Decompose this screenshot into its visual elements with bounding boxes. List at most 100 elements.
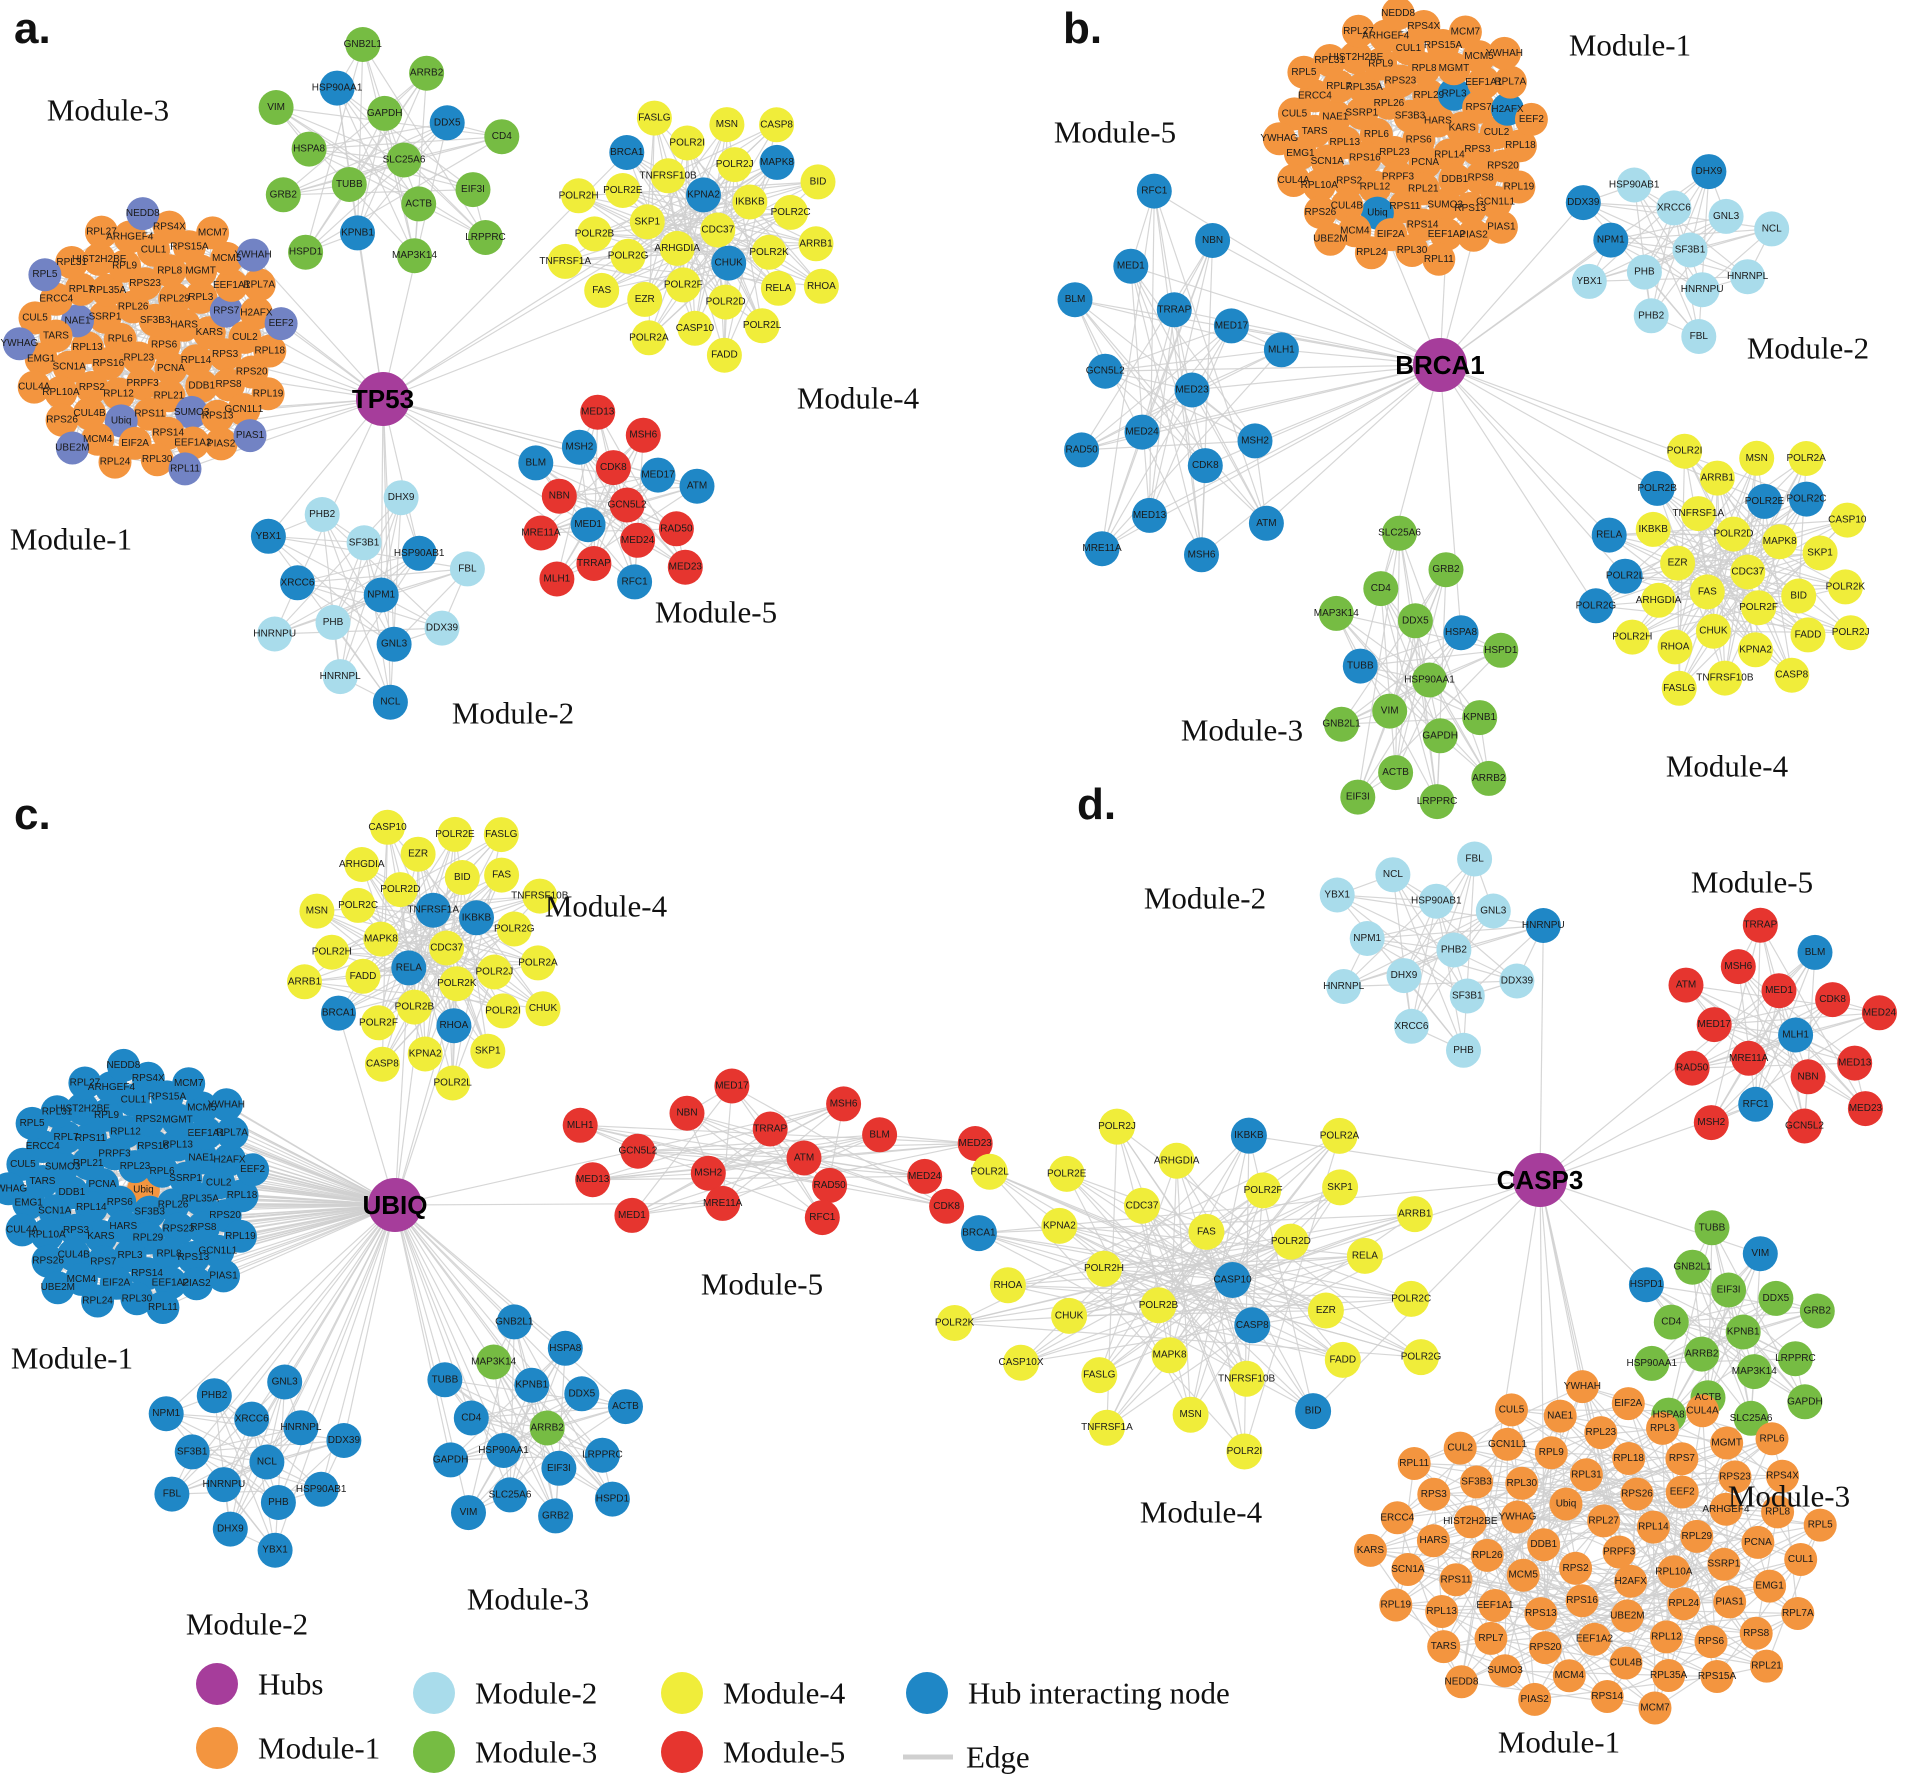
gene-node[interactable] bbox=[1460, 1465, 1494, 1499]
gene-node[interactable] bbox=[1707, 660, 1743, 696]
gene-node[interactable] bbox=[1616, 167, 1652, 203]
gene-node[interactable] bbox=[957, 1126, 993, 1161]
gene-node[interactable] bbox=[1412, 662, 1447, 698]
gene-node[interactable] bbox=[1609, 1646, 1643, 1680]
gene-node[interactable] bbox=[1730, 554, 1766, 590]
gene-node[interactable] bbox=[340, 887, 376, 923]
gene-node[interactable] bbox=[1453, 192, 1487, 225]
gene-node[interactable] bbox=[44, 375, 78, 409]
gene-node[interactable] bbox=[1419, 784, 1455, 820]
gene-node[interactable] bbox=[561, 429, 597, 465]
gene-node[interactable] bbox=[1495, 1393, 1528, 1427]
gene-node[interactable] bbox=[180, 1267, 213, 1301]
gene-node[interactable] bbox=[1087, 353, 1123, 389]
gene-node[interactable] bbox=[185, 369, 219, 403]
gene-node[interactable] bbox=[1709, 1492, 1743, 1526]
gene-node[interactable] bbox=[717, 147, 753, 183]
gene-node[interactable] bbox=[595, 450, 631, 486]
gene-node[interactable] bbox=[136, 1129, 170, 1163]
gene-node[interactable] bbox=[1799, 1293, 1835, 1329]
gene-node[interactable] bbox=[1263, 332, 1299, 368]
gene-node[interactable] bbox=[17, 370, 51, 404]
gene-node[interactable] bbox=[547, 243, 583, 279]
gene-node[interactable] bbox=[1672, 232, 1708, 268]
gene-node[interactable] bbox=[1342, 648, 1378, 684]
gene-node[interactable] bbox=[1318, 595, 1354, 631]
gene-node[interactable] bbox=[1707, 1547, 1741, 1581]
gene-node[interactable] bbox=[1214, 1262, 1251, 1298]
hub-node-tp53[interactable] bbox=[356, 372, 410, 426]
gene-node[interactable] bbox=[363, 921, 399, 957]
gene-node[interactable] bbox=[383, 480, 419, 516]
gene-node[interactable] bbox=[1462, 700, 1498, 736]
gene-node[interactable] bbox=[1172, 1396, 1209, 1433]
gene-node[interactable] bbox=[1503, 129, 1537, 163]
gene-node[interactable] bbox=[1345, 96, 1379, 130]
gene-node[interactable] bbox=[1578, 588, 1614, 624]
gene-node[interactable] bbox=[249, 1444, 285, 1480]
gene-node[interactable] bbox=[773, 194, 809, 230]
gene-node[interactable] bbox=[1657, 1555, 1691, 1589]
gene-node[interactable] bbox=[1761, 973, 1797, 1009]
gene-node[interactable] bbox=[1861, 995, 1897, 1031]
gene-node[interactable] bbox=[759, 144, 795, 180]
gene-node[interactable] bbox=[391, 950, 427, 986]
gene-node[interactable] bbox=[650, 158, 686, 194]
gene-node[interactable] bbox=[1636, 1510, 1670, 1544]
gene-node[interactable] bbox=[1313, 222, 1347, 256]
gene-node[interactable] bbox=[1766, 1459, 1799, 1493]
gene-node[interactable] bbox=[1448, 15, 1482, 49]
gene-node[interactable] bbox=[1084, 531, 1120, 567]
gene-node[interactable] bbox=[179, 344, 213, 378]
gene-node[interactable] bbox=[415, 892, 451, 928]
gene-node[interactable] bbox=[39, 282, 73, 316]
gene-node[interactable] bbox=[1422, 242, 1456, 276]
gene-node[interactable] bbox=[154, 351, 188, 385]
gene-node[interactable] bbox=[522, 878, 558, 914]
gene-node[interactable] bbox=[1675, 1249, 1710, 1285]
gene-node[interactable] bbox=[1787, 1108, 1822, 1144]
gene-node[interactable] bbox=[575, 1162, 611, 1198]
gene-node[interactable] bbox=[1681, 319, 1717, 354]
gene-node[interactable] bbox=[28, 258, 62, 292]
gene-node[interactable] bbox=[212, 1511, 248, 1547]
gene-node[interactable] bbox=[401, 186, 437, 222]
gene-node[interactable] bbox=[631, 320, 667, 356]
gene-node[interactable] bbox=[1493, 65, 1527, 99]
gene-node[interactable] bbox=[1694, 1625, 1728, 1659]
gene-node[interactable] bbox=[18, 301, 52, 335]
gene-node[interactable] bbox=[483, 817, 519, 853]
gene-node[interactable] bbox=[1731, 1040, 1767, 1076]
gene-node[interactable] bbox=[1140, 1287, 1177, 1324]
gene-node[interactable] bbox=[1753, 1569, 1787, 1603]
gene-node[interactable] bbox=[1634, 1345, 1670, 1381]
gene-node[interactable] bbox=[176, 426, 210, 460]
gene-node[interactable] bbox=[370, 809, 405, 845]
gene-node[interactable] bbox=[1467, 66, 1501, 100]
gene-node[interactable] bbox=[1132, 497, 1167, 533]
gene-node[interactable] bbox=[1725, 1314, 1761, 1350]
gene-node[interactable] bbox=[1449, 978, 1485, 1014]
gene-node[interactable] bbox=[1428, 188, 1462, 222]
gene-node[interactable] bbox=[152, 210, 186, 244]
gene-node[interactable] bbox=[1321, 1117, 1358, 1154]
gene-node[interactable] bbox=[1565, 1584, 1599, 1618]
gene-node[interactable] bbox=[1758, 1280, 1794, 1316]
gene-node[interactable] bbox=[1230, 1117, 1267, 1154]
gene-node[interactable] bbox=[82, 242, 116, 276]
gene-node[interactable] bbox=[1693, 1105, 1729, 1141]
gene-node[interactable] bbox=[1488, 1654, 1522, 1688]
gene-node[interactable] bbox=[1471, 760, 1507, 796]
gene-node[interactable] bbox=[1081, 1357, 1118, 1394]
gene-node[interactable] bbox=[1641, 582, 1676, 618]
gene-node[interactable] bbox=[1195, 223, 1231, 258]
gene-node[interactable] bbox=[1307, 1292, 1344, 1329]
gene-node[interactable] bbox=[1457, 841, 1493, 877]
gene-node[interactable] bbox=[367, 95, 403, 131]
gene-node[interactable] bbox=[236, 1153, 270, 1187]
gene-node[interactable] bbox=[239, 296, 273, 330]
gene-node[interactable] bbox=[1525, 908, 1561, 943]
gene-node[interactable] bbox=[1363, 571, 1399, 607]
gene-node[interactable] bbox=[1339, 41, 1373, 75]
gene-node[interactable] bbox=[1479, 185, 1513, 219]
